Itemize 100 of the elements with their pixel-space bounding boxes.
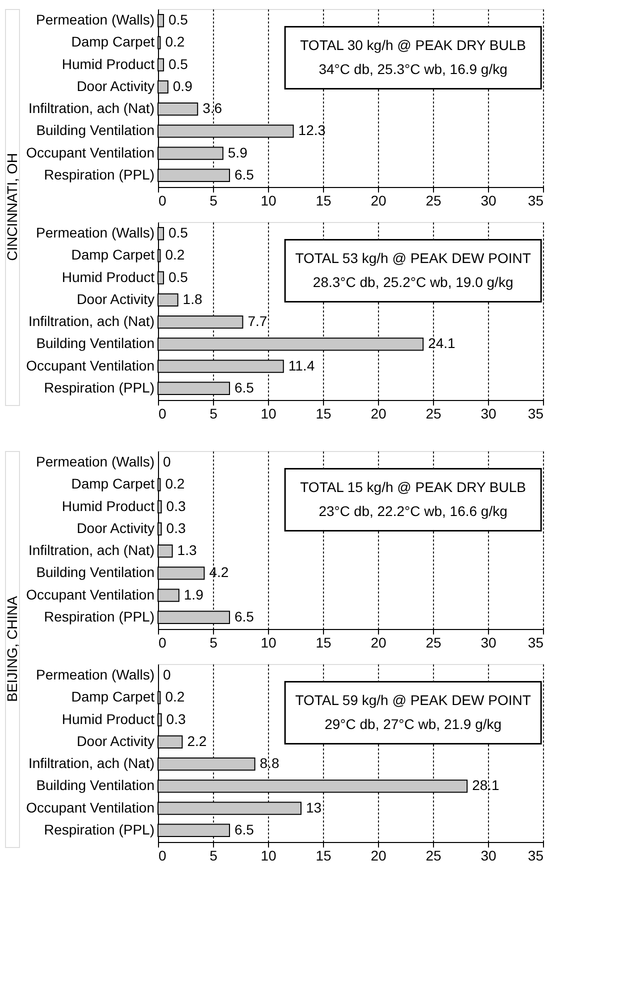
y-tick-label: Infiltration, ach (Nat)	[28, 542, 154, 558]
data-label: 11.4	[288, 357, 315, 374]
data-label: 0.2	[165, 34, 185, 50]
x-tick-label: 35	[528, 634, 544, 650]
data-label: 6.5	[234, 821, 254, 838]
y-tick-label: Humid Product	[62, 268, 155, 285]
y-tick-label: Infiltration, ach (Nat)	[28, 100, 154, 116]
data-label: 0	[163, 454, 171, 470]
x-tick-label: 5	[210, 634, 218, 650]
data-label: 8.8	[260, 755, 280, 772]
x-tick-label: 10	[260, 848, 276, 864]
data-label: 3.6	[202, 100, 222, 116]
data-label: 0.2	[165, 476, 185, 492]
x-tick-label: 30	[480, 634, 496, 650]
y-tick-label: Building Ventilation	[36, 564, 154, 580]
x-tick-label: 0	[158, 192, 166, 208]
y-tick-label: Door Activity	[76, 78, 154, 94]
data-label: 4.2	[209, 564, 229, 580]
y-tick-label: Infiltration, ach (Nat)	[28, 313, 154, 330]
x-tick-label: 30	[480, 406, 496, 422]
data-label: 6.5	[234, 608, 254, 624]
data-label: 2.2	[187, 732, 207, 749]
x-tick-label: 30	[480, 848, 496, 864]
data-label: 0.3	[166, 520, 186, 536]
data-label: 7.7	[248, 313, 268, 330]
data-label: 0.9	[172, 78, 193, 94]
data-label: 5.9	[228, 144, 248, 160]
y-tick-label: Respiration (PPL)	[44, 821, 154, 838]
y-tick-label: Humid Product	[62, 710, 155, 727]
y-tick-label: Permeation (Walls)	[36, 12, 154, 28]
data-label: 0.2	[165, 246, 185, 263]
x-tick-label: 20	[370, 406, 386, 422]
x-tick-label: 25	[426, 634, 442, 650]
data-label: 6.5	[234, 379, 254, 396]
x-tick-label: 10	[260, 192, 276, 208]
y-tick-label: Damp Carpet	[71, 34, 155, 50]
data-label: 1.8	[182, 290, 202, 307]
y-tick-label: Door Activity	[76, 520, 154, 536]
y-axis-title: BEIJING, CHINA	[4, 595, 20, 702]
data-label: 0.5	[168, 224, 188, 241]
x-tick-label: 35	[528, 192, 544, 208]
data-label: 28.1	[472, 777, 500, 794]
data-label: 0.5	[168, 268, 188, 285]
x-tick-label: 15	[316, 406, 332, 422]
x-tick-label: 5	[210, 848, 218, 864]
x-tick-label: 30	[480, 192, 496, 208]
y-tick-label: Permeation (Walls)	[36, 454, 154, 470]
y-tick-label: Building Ventilation	[36, 335, 154, 352]
x-tick-label: 10	[260, 406, 276, 422]
data-label: 13	[306, 799, 322, 816]
annotation: TOTAL 53 kg/h @ PEAK DEW POINT	[295, 250, 532, 266]
y-tick-label: Damp Carpet	[71, 688, 155, 705]
x-tick-label: 35	[528, 848, 544, 864]
annotation: TOTAL 30 kg/h @ PEAK DRY BULB	[300, 36, 526, 53]
annotation: 23°C db, 22.2°C wb, 16.6 g/kg	[318, 502, 508, 519]
y-tick-label: Permeation (Walls)	[36, 224, 154, 241]
x-tick-label: 20	[370, 848, 386, 864]
x-tick-label: 15	[316, 192, 332, 208]
y-tick-label: Damp Carpet	[71, 476, 155, 492]
y-axis-title: CINCINNATI, OH	[4, 153, 20, 261]
x-tick-label: 10	[260, 634, 276, 650]
y-tick-label: Door Activity	[76, 732, 154, 749]
data-label: 0.3	[166, 710, 186, 727]
x-tick-label: 25	[426, 192, 442, 208]
x-tick-label: 5	[210, 192, 218, 208]
annotation: TOTAL 59 kg/h @ PEAK DEW POINT	[295, 692, 532, 708]
annotation: 34°C db, 25.3°C wb, 16.9 g/kg	[318, 60, 508, 77]
x-tick-label: 35	[528, 406, 544, 422]
annotation: 29°C db, 27°C wb, 21.9 g/kg	[324, 716, 502, 732]
x-tick-label: 15	[316, 848, 332, 864]
x-tick-label: 20	[370, 192, 386, 208]
data-label: 1.9	[184, 586, 204, 602]
y-tick-label: Building Ventilation	[36, 777, 154, 794]
y-tick-label: Permeation (Walls)	[36, 666, 154, 683]
data-label: 0.3	[166, 498, 186, 514]
x-tick-label: 15	[316, 634, 332, 650]
y-tick-label: Occupant Ventilation	[26, 799, 154, 816]
data-label: 0.2	[165, 688, 185, 705]
y-tick-label: Damp Carpet	[71, 246, 155, 263]
x-tick-label: 20	[370, 634, 386, 650]
data-label: 0.5	[168, 56, 188, 72]
x-tick-label: 0	[158, 406, 166, 422]
data-label: 6.5	[234, 166, 254, 182]
x-tick-label: 0	[158, 848, 166, 864]
data-label: 0	[163, 666, 171, 683]
y-tick-label: Respiration (PPL)	[44, 166, 154, 182]
data-label: 0.5	[168, 12, 188, 28]
y-tick-label: Respiration (PPL)	[44, 379, 154, 396]
x-tick-label: 5	[210, 406, 218, 422]
y-tick-label: Occupant Ventilation	[26, 586, 154, 602]
y-tick-label: Infiltration, ach (Nat)	[28, 755, 154, 772]
y-tick-label: Humid Product	[62, 498, 155, 514]
y-tick-label: Humid Product	[62, 56, 155, 72]
x-tick-label: 25	[426, 406, 442, 422]
data-label: 1.3	[177, 542, 197, 558]
y-tick-label: Building Ventilation	[36, 122, 154, 138]
y-tick-label: Door Activity	[76, 290, 154, 307]
annotation: 28.3°C db, 25.2°C wb, 19.0 g/kg	[312, 274, 514, 290]
x-tick-label: 25	[426, 848, 442, 864]
y-tick-label: Occupant Ventilation	[26, 144, 154, 160]
